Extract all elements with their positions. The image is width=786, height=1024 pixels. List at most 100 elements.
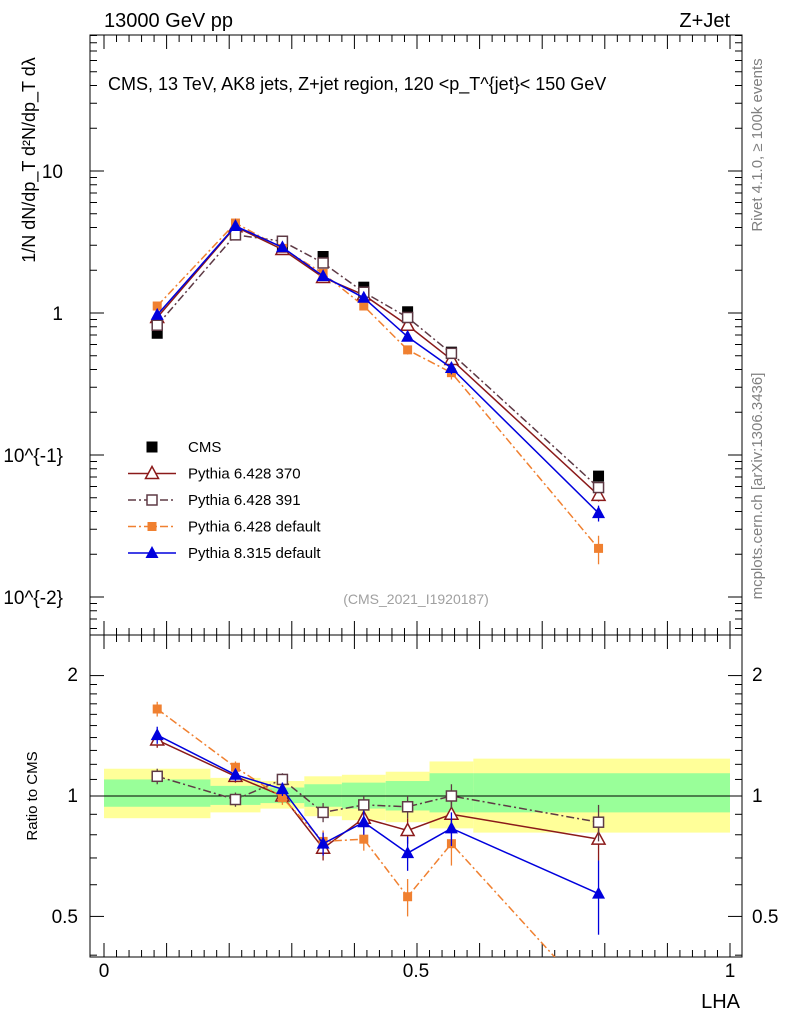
ratio-data-point — [275, 782, 289, 795]
legend-marker — [145, 546, 159, 558]
ratio-data-point — [230, 762, 240, 772]
ratio-data-point — [359, 834, 369, 844]
legend-label: Pythia 6.428 370 — [188, 466, 301, 483]
main-data-point — [317, 257, 329, 269]
ratio-data-point — [401, 800, 414, 813]
main-data-point — [403, 345, 413, 355]
ratio-series-4 — [150, 726, 606, 935]
ratio-series — [149, 701, 607, 1010]
main-series-line — [156, 225, 600, 496]
main-y-tick-label-3: 10 — [42, 162, 63, 183]
main-data-point — [151, 319, 163, 331]
axes-ticks — [90, 34, 742, 957]
main-series-4 — [150, 218, 606, 522]
main-data-point — [229, 229, 242, 241]
main-series-line — [156, 234, 600, 489]
main-data-point — [317, 250, 329, 262]
legend-marker — [147, 522, 157, 531]
ratio-data-point — [277, 793, 287, 803]
ratio-y-tick-label-right-2: 2 — [752, 665, 763, 686]
ratio-data-point — [444, 821, 458, 834]
main-y-tick-label-2: 1 — [52, 304, 63, 325]
ratio-data-point — [594, 1001, 603, 1010]
side-label-rivet: Rivet 4.1.0, ≥ 100k events — [749, 58, 766, 231]
main-data-point — [445, 347, 458, 360]
x-tick-label-2: 1 — [725, 961, 736, 982]
ratio-y-tick-labels: 0.5 1 2 0.5 1 2 — [52, 665, 779, 928]
ratio-data-point — [358, 799, 370, 811]
ratio-y-tick-label-2: 2 — [67, 665, 78, 686]
main-data-point — [150, 307, 164, 320]
main-data-point — [444, 360, 458, 373]
main-y-tick-label-1: 10^{-1} — [3, 446, 63, 467]
x-tick-label-0: 0 — [99, 961, 110, 982]
ratio-y-tick-label-right-0: 0.5 — [752, 907, 778, 928]
main-data-point — [316, 269, 330, 282]
ratio-data-point — [152, 704, 162, 714]
ratio-data-point — [151, 770, 163, 783]
main-data-point — [151, 327, 163, 339]
main-data-point — [359, 301, 369, 311]
main-series-3 — [152, 218, 604, 565]
main-y-tick-labels: 10^{-2} 10^{-1} 1 10 — [3, 162, 63, 609]
ratio-series-line — [156, 775, 599, 823]
x-tick-labels: 0 0.5 1 — [99, 961, 736, 982]
legend-marker — [146, 494, 158, 506]
ratio-data-point — [357, 815, 371, 828]
ratio-y-axis-label: Ratio to CMS — [24, 751, 41, 840]
main-data-point — [357, 290, 371, 303]
main-data-point — [275, 240, 289, 253]
main-data-point — [401, 329, 415, 342]
ratio-data-point — [592, 886, 606, 899]
main-data-point — [594, 543, 604, 553]
ratio-series-line — [156, 708, 556, 957]
ratio-data-point — [403, 892, 413, 902]
plot-title: CMS, 13 TeV, AK8 jets, Z+jet region, 120… — [108, 74, 606, 95]
legend-entry-4: Pythia 8.315 default — [128, 545, 321, 562]
legend-label: CMS — [188, 439, 221, 456]
ratio-data-point — [592, 816, 605, 828]
main-data-point — [590, 486, 607, 502]
main-y-tick-label-0: 10^{-2} — [3, 588, 63, 609]
ratio-data-point — [401, 846, 415, 859]
legend-label: Pythia 6.428 default — [188, 519, 321, 536]
main-data-point — [228, 218, 242, 231]
main-data-point — [593, 470, 605, 482]
ratio-data-point — [316, 836, 330, 849]
ratio-data-point — [399, 821, 416, 837]
analysis-tag: (CMS_2021_I1920187) — [343, 591, 489, 607]
header-right: Z+Jet — [679, 10, 730, 32]
ratio-data-point — [150, 728, 164, 741]
ratio-data-point — [445, 790, 458, 802]
main-series-1 — [149, 218, 607, 502]
main-y-axis-label: 1/N dN/dp_T d²N/dp_T dλ — [19, 57, 40, 262]
ratio-data-point — [229, 793, 242, 806]
x-tick-label-1: 0.5 — [403, 961, 429, 982]
main-data-point — [152, 301, 162, 311]
ratio-data-point — [317, 806, 329, 819]
legend-entry-0: CMS — [146, 439, 221, 456]
header-left: 13000 GeV pp — [104, 10, 233, 32]
ratio-bands — [90, 758, 742, 833]
ratio-y-tick-label-1: 1 — [67, 786, 78, 807]
side-label-mcplots: mcplots.cern.ch [arXiv:1306.3436] — [749, 373, 766, 600]
legend-marker — [146, 441, 158, 453]
x-axis-label: LHA — [701, 991, 741, 1013]
legend-label: Pythia 6.428 391 — [188, 492, 301, 509]
legend-entry-3: Pythia 6.428 default — [128, 519, 321, 536]
ratio-series-line — [156, 734, 599, 895]
ratio-band-green — [473, 773, 730, 813]
ratio-band-green — [304, 784, 342, 807]
legend: CMS Pythia 6.428 370 Pythia 6.428 391 Pythi… — [128, 439, 321, 562]
legend-entry-1: Pythia 6.428 370 — [128, 464, 301, 483]
main-series — [149, 218, 607, 565]
main-series-line — [156, 222, 600, 549]
ratio-series-3 — [152, 701, 603, 1010]
legend-entry-2: Pythia 6.428 391 — [128, 492, 301, 509]
main-data-point — [592, 481, 605, 494]
main-data-point — [401, 311, 414, 324]
main-series-line — [156, 225, 600, 514]
ratio-data-point — [228, 767, 242, 780]
main-data-point — [592, 506, 606, 519]
